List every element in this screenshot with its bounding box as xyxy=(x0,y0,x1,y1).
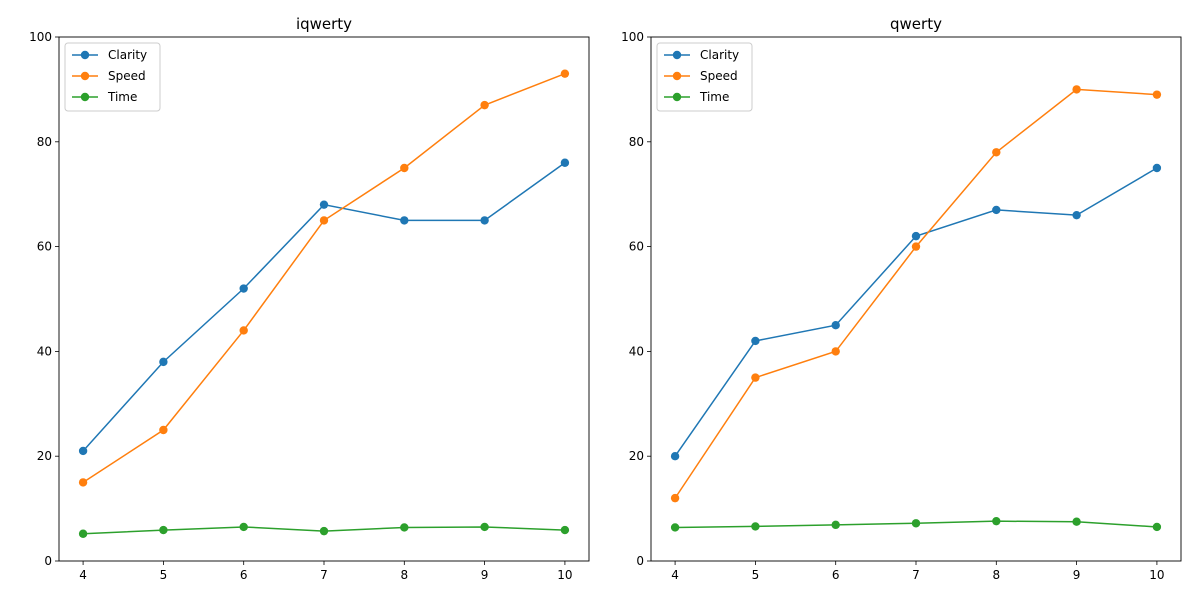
data-point-speed xyxy=(831,347,840,356)
data-point-time xyxy=(400,523,409,532)
legend-marker-speed xyxy=(672,71,682,81)
x-tick-label: 7 xyxy=(912,568,920,582)
legend-marker-clarity xyxy=(672,50,682,60)
x-tick-label: 9 xyxy=(481,568,489,582)
x-tick-label: 9 xyxy=(1073,568,1081,582)
data-point-clarity xyxy=(78,446,88,456)
y-tick-label: 100 xyxy=(29,30,52,44)
data-point-time xyxy=(1152,522,1162,532)
data-point-clarity xyxy=(1152,163,1162,173)
y-tick-label: 80 xyxy=(629,135,644,149)
data-point-speed xyxy=(911,242,921,251)
legend-label-clarity: Clarity xyxy=(700,48,739,62)
axes-frame xyxy=(650,36,1182,562)
y-tick-label: 40 xyxy=(629,344,644,358)
x-tick-label: 10 xyxy=(557,568,572,582)
data-point-clarity xyxy=(751,336,760,346)
data-point-speed xyxy=(78,478,88,487)
legend: Clarity Speed Time xyxy=(656,42,753,112)
data-point-clarity xyxy=(560,158,570,167)
data-point-speed xyxy=(480,100,489,110)
y-tick-label: 60 xyxy=(629,240,644,254)
data-point-time xyxy=(239,522,248,532)
y-tick-label: 20 xyxy=(629,449,644,463)
x-tick-label: 5 xyxy=(752,568,760,582)
data-point-speed xyxy=(670,493,680,503)
data-point-speed xyxy=(159,425,168,435)
series-line-speed xyxy=(674,88,1157,499)
legend-label-clarity: Clarity xyxy=(108,48,147,62)
data-point-clarity xyxy=(159,357,168,367)
data-point-speed xyxy=(319,216,329,225)
chart-title: iqwerty xyxy=(296,15,352,33)
x-tick-label: 8 xyxy=(992,568,1000,582)
data-point-time xyxy=(560,525,570,535)
data-point-clarity xyxy=(992,205,1001,215)
data-point-time xyxy=(992,516,1001,526)
y-tick-label: 0 xyxy=(636,554,644,568)
y-tick-label: 60 xyxy=(37,240,52,254)
data-point-clarity xyxy=(670,452,680,461)
y-tick-label: 20 xyxy=(37,449,52,463)
legend-box xyxy=(64,42,161,112)
data-point-time xyxy=(751,522,760,531)
data-point-speed xyxy=(992,148,1001,157)
legend-label-time: Time xyxy=(107,90,137,104)
data-point-speed xyxy=(400,163,409,173)
legend: Clarity Speed Time xyxy=(64,42,161,112)
x-tick-label: 8 xyxy=(400,568,408,582)
data-point-clarity xyxy=(911,231,921,241)
x-tick-label: 10 xyxy=(1149,568,1164,582)
legend-marker-clarity xyxy=(80,50,90,60)
x-tick-label: 6 xyxy=(832,568,840,582)
legend-label-speed: Speed xyxy=(700,69,738,83)
data-point-clarity xyxy=(239,284,248,293)
data-point-time xyxy=(831,520,840,530)
x-tick-label: 6 xyxy=(240,568,248,582)
legend-marker-time xyxy=(672,92,682,102)
data-point-speed xyxy=(560,69,570,78)
data-point-clarity xyxy=(400,216,409,225)
data-point-time xyxy=(78,529,88,538)
y-tick-label: 80 xyxy=(37,135,52,149)
x-tick-label: 4 xyxy=(671,568,679,582)
legend-label-time: Time xyxy=(699,90,729,104)
data-point-speed xyxy=(1072,85,1081,94)
x-tick-label: 5 xyxy=(160,568,168,582)
data-point-clarity xyxy=(831,321,840,330)
data-point-time xyxy=(911,519,921,528)
data-point-time xyxy=(480,522,489,532)
data-point-time xyxy=(159,525,168,535)
legend-marker-speed xyxy=(80,71,90,81)
axes-frame xyxy=(58,36,590,562)
data-point-time xyxy=(319,526,329,536)
series-line-clarity xyxy=(674,167,1158,457)
y-tick-label: 40 xyxy=(37,344,52,358)
chart-title: qwerty xyxy=(890,15,942,33)
data-point-time xyxy=(670,523,680,532)
data-point-clarity xyxy=(319,200,329,209)
data-point-clarity xyxy=(1072,210,1081,220)
y-tick-label: 100 xyxy=(621,30,644,44)
y-tick-label: 0 xyxy=(44,554,52,568)
legend-box xyxy=(656,42,753,112)
series-line-speed xyxy=(82,72,566,484)
data-point-speed xyxy=(239,326,248,335)
data-point-clarity xyxy=(480,216,489,225)
x-tick-label: 4 xyxy=(79,568,87,582)
legend-marker-time xyxy=(80,92,90,102)
data-point-time xyxy=(1072,517,1081,526)
data-point-speed xyxy=(1152,90,1162,99)
data-point-speed xyxy=(751,373,760,382)
legend-label-speed: Speed xyxy=(108,69,146,83)
x-tick-label: 7 xyxy=(320,568,328,582)
